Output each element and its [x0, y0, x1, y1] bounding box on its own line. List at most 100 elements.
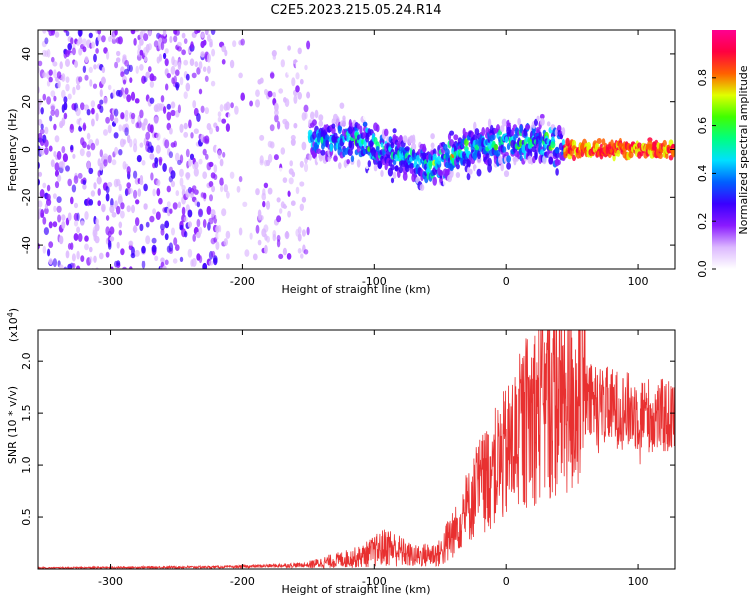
heatmap-cell: [301, 141, 307, 151]
heatmap-cell: [105, 30, 110, 33]
heatmap-cell: [88, 199, 94, 206]
heatmap-cell: [309, 165, 315, 173]
heatmap-cell: [329, 110, 334, 119]
heatmap-cell: [154, 255, 159, 262]
heatmap-cell: [46, 96, 51, 105]
heatmap-cell: [221, 59, 226, 65]
heatmap-cell: [118, 149, 123, 156]
heatmap-cell: [46, 48, 51, 58]
heatmap-cell: [126, 182, 131, 189]
heatmap-cell: [225, 123, 230, 132]
heatmap-cell: [120, 71, 125, 78]
x-tick-label: -200: [230, 275, 255, 288]
colorbar-tick-label: 0.2: [696, 212, 709, 230]
heatmap-cell: [202, 148, 207, 156]
heatmap-cell: [126, 94, 132, 103]
heatmap-cell: [356, 159, 361, 168]
heatmap-cell: [43, 227, 50, 236]
snr-series-group: [38, 330, 675, 569]
heatmap-cell: [208, 181, 214, 188]
heatmap-cell: [70, 242, 74, 250]
heatmap-cell: [293, 122, 298, 129]
heatmap-cell: [404, 146, 410, 152]
heatmap-cell: [196, 201, 201, 208]
heatmap-cell: [65, 76, 70, 83]
heatmap-cell: [93, 53, 97, 63]
heatmap-cell: [185, 82, 191, 92]
heatmap-cell: [506, 155, 511, 163]
heatmap-cell: [536, 115, 540, 122]
heatmap-cell: [179, 76, 184, 86]
heatmap-cell: [136, 120, 142, 129]
heatmap-cell: [136, 268, 139, 269]
heatmap-cell: [42, 182, 47, 189]
heatmap-cell: [130, 112, 136, 120]
heatmap-cell: [198, 209, 203, 216]
heatmap-cell: [487, 163, 492, 173]
heatmap-cell: [90, 100, 96, 108]
heatmap-cell: [71, 253, 76, 262]
heatmap-cell: [54, 108, 60, 118]
heatmap-cell: [54, 162, 60, 172]
heatmap-cell: [150, 145, 154, 153]
heatmap-cell: [139, 142, 144, 148]
heatmap-cell: [139, 109, 144, 119]
heatmap-cell: [78, 76, 83, 83]
heatmap-cell: [80, 102, 85, 111]
heatmap-cell: [39, 128, 45, 135]
heatmap-cell: [162, 163, 167, 172]
heatmap-cell: [170, 101, 176, 109]
heatmap-cell: [166, 73, 171, 79]
heatmap-cell: [337, 125, 343, 132]
heatmap-cell: [68, 270, 71, 277]
heatmap-cell: [240, 38, 245, 46]
heatmap-cell: [290, 138, 296, 146]
heatmap-cell: [333, 155, 338, 162]
heatmap-cell: [109, 205, 115, 214]
heatmap-cell: [61, 89, 66, 99]
heatmap-cell: [84, 235, 89, 242]
heatmap-cell: [79, 148, 85, 157]
heatmap-cell: [75, 265, 81, 269]
heatmap-cell: [249, 100, 254, 107]
spectrogram-x-ticks: -300 -200 -100 0 100: [98, 30, 649, 288]
heatmap-cell: [495, 150, 501, 157]
heatmap-cell: [476, 168, 482, 177]
heatmap-cell: [44, 147, 49, 156]
heatmap-cell: [196, 67, 201, 75]
heatmap-cell: [107, 181, 113, 188]
heatmap-cell: [466, 159, 471, 169]
heatmap-cell: [198, 255, 203, 264]
heatmap-cell: [107, 124, 112, 134]
heatmap-cell: [670, 148, 675, 158]
heatmap-cell: [297, 110, 302, 120]
heatmap-cell: [278, 96, 283, 104]
heatmap-cell: [362, 121, 368, 127]
heatmap-cell: [226, 190, 230, 199]
heatmap-cell: [200, 32, 205, 39]
heatmap-cell: [187, 221, 192, 228]
heatmap-cell: [171, 227, 175, 236]
heatmap-cell: [165, 83, 169, 91]
heatmap-cell: [57, 214, 62, 223]
heatmap-cell: [148, 66, 152, 73]
heatmap-cell: [273, 154, 279, 161]
heatmap-cell: [411, 143, 417, 151]
heatmap-cell: [280, 59, 285, 68]
heatmap-cell: [375, 124, 380, 133]
heatmap-cell: [318, 114, 324, 122]
heatmap-cell: [94, 235, 100, 244]
heatmap-cell: [59, 235, 64, 245]
heatmap-cell: [282, 177, 288, 184]
heatmap-cell: [101, 66, 106, 74]
heatmap-cell: [455, 163, 460, 170]
heatmap-cell: [223, 184, 228, 193]
heatmap-cell: [105, 251, 110, 258]
heatmap-cell: [54, 31, 60, 38]
heatmap-cell: [295, 170, 300, 176]
heatmap-cell: [181, 206, 186, 216]
heatmap-cell: [54, 135, 60, 143]
heatmap-cell: [128, 187, 133, 194]
